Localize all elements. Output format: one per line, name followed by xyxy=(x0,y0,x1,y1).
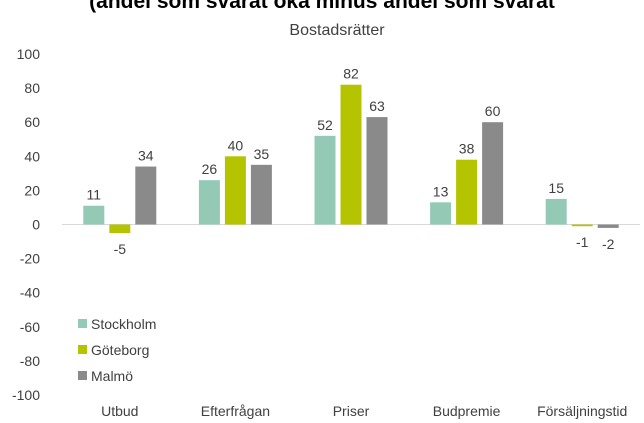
bar-stockholm-utbud xyxy=(83,205,105,225)
data-label-goteborg-utbud: -5 xyxy=(114,241,127,257)
legend: Stockholm Göteborg Malmö xyxy=(78,316,156,384)
y-axis-tick-labels: 100 80 60 40 20 0 -20 -40 -60 -80 -100 xyxy=(12,46,40,403)
bar-stockholm-forsaljningstid xyxy=(545,198,567,225)
data-label-malmo-priser: 63 xyxy=(369,98,385,114)
bar-malmo-priser xyxy=(366,117,388,225)
chart-heading: (andel som svarat öka minus andel som sv… xyxy=(89,0,555,13)
data-label-stockholm-budpremie: 13 xyxy=(433,183,449,199)
bar-stockholm-efterfragan xyxy=(198,180,220,225)
data-label-goteborg-forsaljningstid: -1 xyxy=(576,234,589,250)
data-labels: 11 -5 34 26 40 35 52 82 63 13 38 60 15 -1 -2 xyxy=(87,66,615,257)
data-label-stockholm-efterfragan: 26 xyxy=(202,161,218,177)
y-tick-label: 40 xyxy=(24,148,40,164)
x-label-forsaljningstid: Försäljningstid xyxy=(537,403,627,419)
data-label-goteborg-budpremie: 38 xyxy=(459,141,475,157)
legend-label-stockholm: Stockholm xyxy=(91,316,156,332)
x-label-utbud: Utbud xyxy=(101,403,138,419)
x-label-efterfragan: Efterfrågan xyxy=(201,403,270,419)
legend-swatch-stockholm xyxy=(78,319,87,328)
bar-goteborg-efterfragan xyxy=(224,156,246,225)
data-label-stockholm-priser: 52 xyxy=(317,117,333,133)
y-tick-label: -40 xyxy=(20,285,40,301)
y-tick-label: -60 xyxy=(20,319,40,335)
legend-swatch-goteborg xyxy=(78,345,87,354)
x-axis-category-labels: Utbud Efterfrågan Priser Budpremie Försäljni… xyxy=(101,403,627,419)
x-label-budpremie: Budpremie xyxy=(433,403,501,419)
data-label-stockholm-utbud: 11 xyxy=(87,187,102,203)
x-label-priser: Priser xyxy=(333,403,370,419)
y-tick-label: 0 xyxy=(32,217,40,233)
chart-title: Bostadsrätter xyxy=(289,22,385,39)
bar-stockholm-budpremie xyxy=(430,202,452,225)
bar-goteborg-utbud xyxy=(109,224,131,234)
bar-malmo-budpremie xyxy=(482,122,504,225)
y-tick-label: 60 xyxy=(24,114,40,130)
bar-goteborg-forsaljningstid xyxy=(571,224,593,227)
bar-malmo-efterfragan xyxy=(250,164,272,225)
data-label-malmo-budpremie: 60 xyxy=(485,103,501,119)
bar-stockholm-priser xyxy=(314,135,336,225)
y-tick-label: -80 xyxy=(20,353,40,369)
bar-malmo-forsaljningstid xyxy=(597,224,619,228)
data-label-stockholm-forsaljningstid: 15 xyxy=(548,180,564,196)
data-label-malmo-efterfragan: 35 xyxy=(254,146,270,162)
data-label-goteborg-efterfragan: 40 xyxy=(228,137,244,153)
legend-swatch-malmo xyxy=(78,371,87,380)
bars xyxy=(83,84,619,234)
data-label-malmo-forsaljningstid: -2 xyxy=(602,236,615,252)
data-label-malmo-utbud: 34 xyxy=(138,148,154,164)
y-tick-label: -100 xyxy=(12,387,40,403)
y-tick-label: 80 xyxy=(24,80,40,96)
legend-label-malmo: Malmö xyxy=(91,368,133,384)
bar-malmo-utbud xyxy=(135,166,157,225)
y-tick-label: 100 xyxy=(17,46,41,62)
y-tick-label: 20 xyxy=(24,182,40,198)
bar-goteborg-priser xyxy=(340,84,362,225)
bar-goteborg-budpremie xyxy=(456,159,478,225)
y-tick-label: -20 xyxy=(20,251,40,267)
data-label-goteborg-priser: 82 xyxy=(343,66,359,82)
legend-label-goteborg: Göteborg xyxy=(91,342,149,358)
